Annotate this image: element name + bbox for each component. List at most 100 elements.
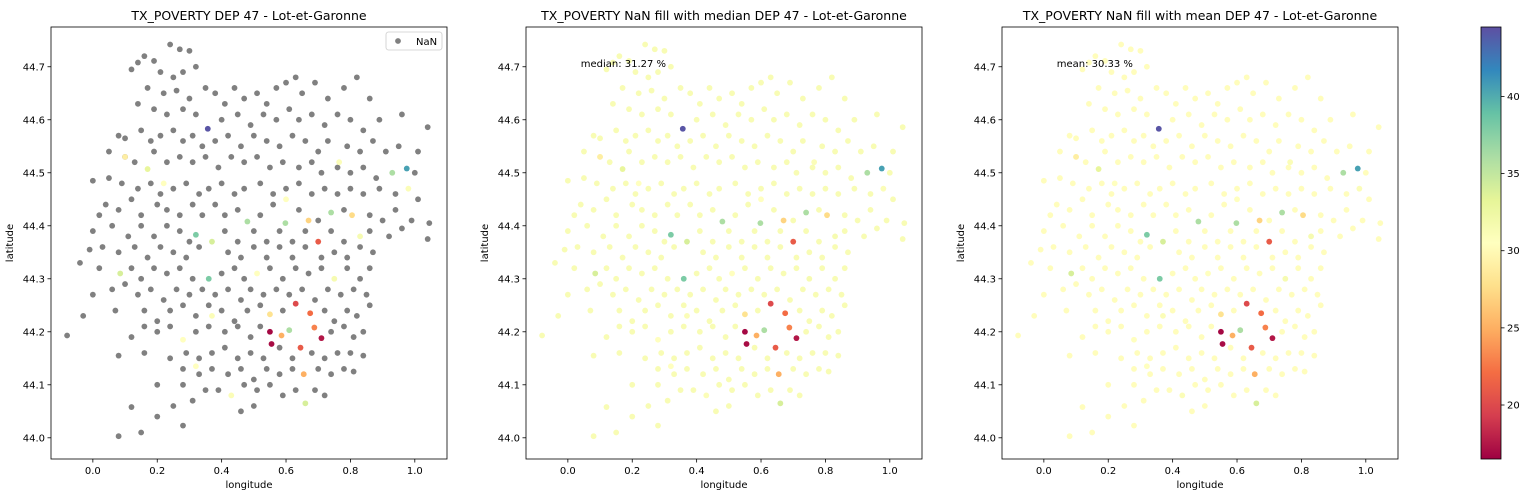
nan-point bbox=[651, 153, 658, 160]
nan-point bbox=[296, 116, 302, 123]
nan-point bbox=[225, 132, 231, 139]
nan-point bbox=[1253, 228, 1260, 234]
nan-point bbox=[1269, 254, 1276, 261]
data-point bbox=[318, 335, 325, 342]
nan-point bbox=[1317, 95, 1324, 102]
nan-point bbox=[1079, 404, 1086, 410]
nan-point bbox=[1089, 212, 1096, 219]
nan-point bbox=[1311, 127, 1318, 134]
nan-point bbox=[738, 100, 745, 107]
nan-point bbox=[102, 201, 109, 208]
nan-point bbox=[1240, 355, 1247, 362]
nan-point bbox=[392, 191, 399, 197]
legend-label: NaN bbox=[416, 37, 437, 48]
nan-point bbox=[1243, 387, 1250, 393]
nan-point bbox=[1031, 312, 1038, 319]
nan-point bbox=[128, 404, 135, 410]
nan-point bbox=[590, 433, 597, 440]
data-point bbox=[757, 220, 764, 227]
nan-point bbox=[835, 352, 842, 359]
nan-point bbox=[616, 350, 623, 356]
nan-point bbox=[819, 265, 826, 272]
x-tick-label: 0.0 bbox=[1036, 466, 1052, 477]
nan-point bbox=[1201, 244, 1208, 250]
data-point bbox=[160, 180, 167, 187]
nan-point bbox=[115, 206, 122, 213]
nan-point bbox=[173, 87, 180, 94]
nan-point bbox=[1359, 217, 1366, 224]
nan-point bbox=[841, 265, 848, 272]
nan-point bbox=[360, 164, 367, 171]
nan-point bbox=[658, 254, 665, 261]
nan-point bbox=[796, 307, 803, 314]
nan-point bbox=[147, 138, 154, 144]
nan-point bbox=[324, 138, 331, 144]
nan-point bbox=[899, 124, 906, 131]
nan-point bbox=[1066, 206, 1073, 213]
nan-point bbox=[1185, 111, 1192, 118]
nan-point bbox=[164, 206, 170, 213]
nan-point bbox=[803, 371, 809, 378]
nan-point bbox=[312, 79, 318, 86]
nan-point bbox=[360, 328, 367, 335]
nan-point bbox=[263, 238, 270, 245]
nan-point bbox=[1134, 254, 1141, 261]
nan-point bbox=[1279, 228, 1285, 234]
nan-point bbox=[157, 244, 164, 250]
nan-point bbox=[154, 201, 161, 208]
data-point bbox=[790, 238, 797, 245]
nan-point bbox=[247, 286, 254, 293]
nan-point bbox=[315, 365, 322, 372]
nan-point bbox=[151, 106, 157, 113]
nan-point bbox=[299, 286, 306, 293]
nan-point bbox=[806, 249, 813, 256]
data-point bbox=[305, 217, 312, 224]
data-point bbox=[1340, 169, 1347, 176]
colorbar-tick-label: 20 bbox=[1507, 401, 1520, 412]
nan-point bbox=[109, 286, 116, 293]
nan-point bbox=[141, 323, 148, 330]
nan-point bbox=[787, 79, 793, 86]
nan-point bbox=[1089, 222, 1096, 229]
nan-point bbox=[1102, 148, 1108, 155]
fill-value-annotation: mean: 30.33 % bbox=[1057, 59, 1133, 70]
nan-point bbox=[613, 429, 620, 436]
nan-point bbox=[1292, 206, 1298, 213]
nan-point bbox=[247, 350, 254, 356]
nan-point bbox=[144, 254, 151, 261]
nan-point bbox=[700, 286, 706, 293]
nan-point bbox=[1156, 302, 1163, 309]
nan-point bbox=[254, 90, 260, 97]
nan-point bbox=[1092, 53, 1099, 60]
nan-point bbox=[619, 85, 626, 91]
nan-point bbox=[610, 59, 616, 66]
nan-point bbox=[1179, 153, 1186, 160]
nan-point bbox=[655, 106, 661, 113]
nan-point bbox=[279, 392, 286, 399]
nan-point bbox=[664, 132, 671, 139]
data-point bbox=[1218, 311, 1224, 318]
nan-point bbox=[774, 286, 781, 293]
nan-point bbox=[1121, 74, 1128, 81]
nan-point bbox=[106, 175, 112, 181]
nan-point bbox=[1163, 201, 1170, 208]
nan-point bbox=[1172, 212, 1179, 219]
nan-point bbox=[1230, 275, 1237, 282]
nan-point bbox=[629, 413, 636, 420]
nan-point bbox=[128, 66, 135, 73]
nan-point bbox=[693, 116, 700, 123]
nan-point bbox=[1182, 265, 1189, 272]
nan-point bbox=[564, 228, 571, 234]
x-tick-label: 0.8 bbox=[342, 466, 358, 477]
nan-point bbox=[890, 148, 896, 155]
data-point bbox=[180, 336, 186, 343]
nan-point bbox=[1124, 286, 1131, 293]
nan-point bbox=[1086, 291, 1092, 298]
nan-point bbox=[1102, 58, 1108, 64]
nan-point bbox=[735, 111, 742, 118]
nan-point bbox=[639, 111, 645, 118]
nan-point bbox=[250, 376, 257, 383]
nan-point bbox=[154, 318, 161, 325]
nan-point bbox=[806, 318, 813, 325]
y-tick-label: 44.7 bbox=[498, 62, 520, 73]
